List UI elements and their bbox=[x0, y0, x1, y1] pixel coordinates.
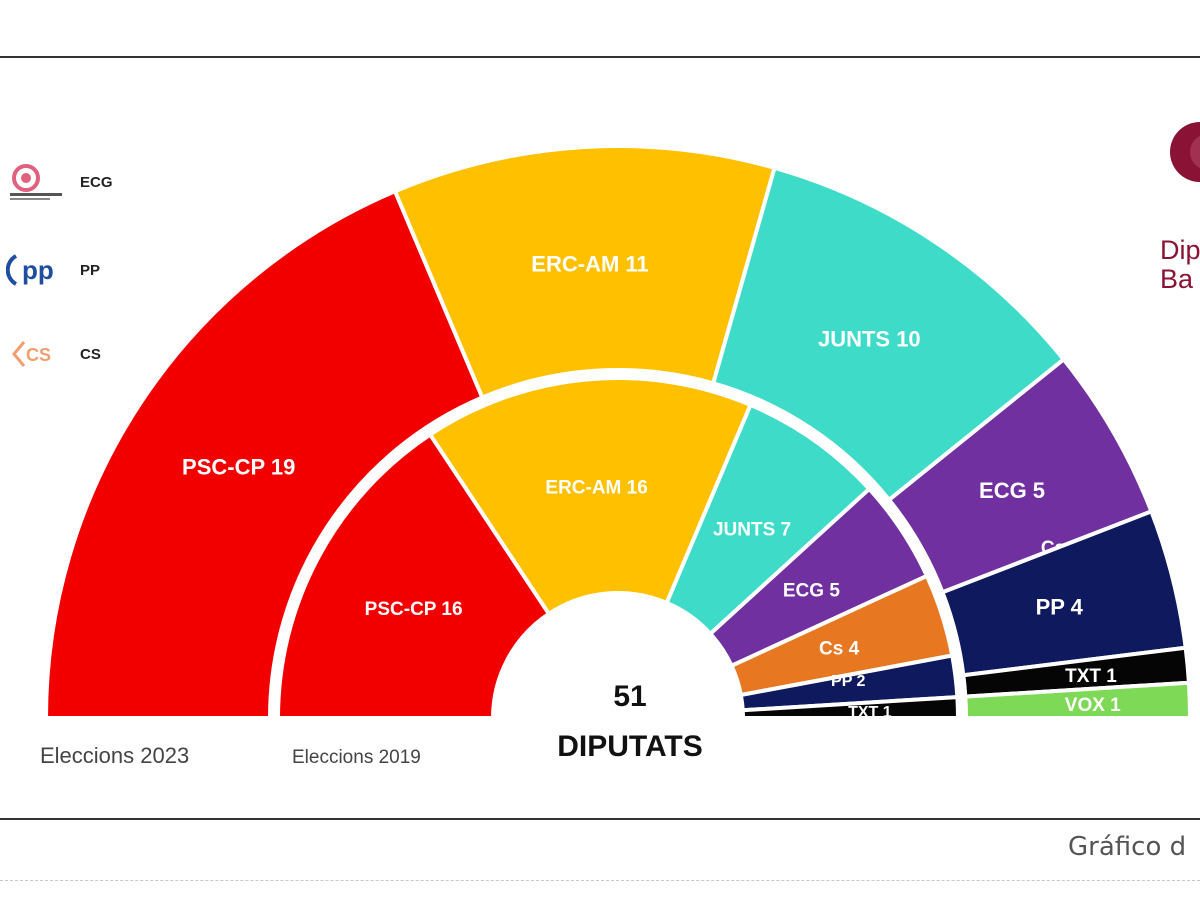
segment-label: JUNTS 10 bbox=[818, 326, 921, 351]
legend-label: ECG bbox=[80, 173, 113, 191]
segment-label: ECG 5 bbox=[979, 478, 1045, 503]
ring-label: Eleccions 2019 bbox=[292, 747, 421, 768]
brand-name: Dip Ba bbox=[1160, 235, 1200, 294]
caption-divider bbox=[0, 880, 1200, 881]
seat-segment-psc-cp bbox=[43, 188, 485, 720]
segment-label: JUNTS 7 bbox=[713, 519, 791, 540]
segment-label: PSC-CP 16 bbox=[365, 599, 463, 620]
ring-label: Eleccions 2023 bbox=[40, 743, 189, 768]
segment-label: ECG 5 bbox=[783, 581, 840, 602]
segment-label: PP 4 bbox=[1036, 595, 1084, 620]
figure-caption: Gráfico d bbox=[1068, 832, 1187, 862]
center-circle bbox=[496, 596, 740, 818]
cs-logo-icon: CS bbox=[6, 334, 66, 374]
segment-label: VOX 1 bbox=[1065, 695, 1121, 716]
seat-segment-psc-cp bbox=[275, 431, 552, 720]
center-label: 51 bbox=[613, 680, 646, 713]
en-comu-logo-icon bbox=[6, 162, 66, 202]
segment-label: PSC-CP 19 bbox=[182, 454, 295, 479]
legend-item-cs: CS CS bbox=[6, 332, 101, 376]
svg-text:CS: CS bbox=[26, 345, 51, 365]
legend-item-pp: pp PP bbox=[6, 248, 100, 292]
legend-item-ecg: ECG bbox=[6, 160, 113, 204]
diputacio-brand: Dip Ba bbox=[1150, 118, 1200, 294]
segment-label: TXT 1 bbox=[1065, 666, 1117, 687]
seat-segment-txt bbox=[740, 694, 961, 720]
segment-label: ERC-AM 11 bbox=[531, 252, 648, 277]
legend-label: PP bbox=[80, 261, 101, 279]
pp-logo-icon: pp bbox=[6, 250, 66, 290]
segment-label: PP 2 bbox=[831, 673, 866, 690]
center-label: DIPUTATS bbox=[557, 730, 703, 763]
segment-label: ERC-AM 16 bbox=[545, 478, 647, 499]
legend-label: CS bbox=[80, 345, 101, 363]
svg-text:pp: pp bbox=[22, 255, 54, 285]
seat-segment-vox bbox=[963, 680, 1193, 720]
segment-label: Cs 4 bbox=[819, 638, 860, 659]
segment-label: TXT 1 bbox=[848, 704, 892, 721]
diputacio-logo-icon bbox=[1170, 122, 1200, 182]
seat-segment-erc-am bbox=[427, 376, 754, 617]
